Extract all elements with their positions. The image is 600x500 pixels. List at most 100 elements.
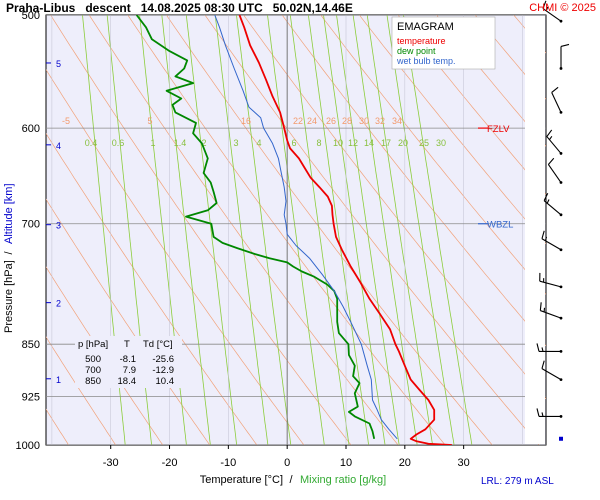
wind-barb-feather bbox=[543, 193, 549, 201]
wind-barb bbox=[542, 0, 563, 23]
wind-barb-station bbox=[559, 110, 563, 114]
x-tick-label: 20 bbox=[399, 457, 411, 469]
wind-barb bbox=[539, 272, 563, 289]
mixing-ratio-label: 1.4 bbox=[174, 138, 187, 148]
dry-adiabat-line bbox=[46, 336, 117, 445]
series-line-temperature bbox=[238, 15, 452, 445]
table-cell-t-850: 18.4 bbox=[118, 376, 137, 387]
chart-title: Praha-Libus descent 14.08.2025 08:30 UTC… bbox=[6, 1, 353, 15]
value-table: p [hPa] T Td [°C] 500 -8.1 -25.6 700 7.9… bbox=[75, 336, 182, 388]
wind-barb-half-feather bbox=[548, 135, 553, 140]
legend-box bbox=[391, 16, 496, 70]
y-tick-label: 600 bbox=[22, 123, 40, 135]
dry-adiabat-label: 24 bbox=[307, 116, 317, 126]
y-tick-label: 1000 bbox=[16, 440, 40, 452]
background-lines bbox=[46, 0, 600, 454]
wind-barb bbox=[559, 436, 563, 441]
wind-barb-station bbox=[559, 415, 563, 418]
wind-barb-station bbox=[559, 213, 563, 217]
y-tick-label: 850 bbox=[22, 339, 40, 351]
wind-barb-staff bbox=[541, 368, 562, 381]
wind-barb-feather bbox=[547, 157, 555, 165]
mixing-ratio-line bbox=[236, 15, 292, 445]
dry-adiabat-line bbox=[320, 15, 546, 295]
wind-panel-background bbox=[525, 16, 545, 444]
mixing-ratio-label: 20 bbox=[398, 138, 408, 148]
wind-barb bbox=[551, 86, 563, 114]
level-marker-label-wbzl: WBZL bbox=[487, 220, 513, 231]
dry-adiabat-label: 26 bbox=[326, 116, 336, 126]
wind-barb-half-feather bbox=[546, 199, 550, 204]
table-cell-td-700: -12.9 bbox=[152, 365, 174, 376]
wind-barb-half-feather bbox=[544, 236, 548, 241]
x-tick-label: -10 bbox=[220, 457, 236, 469]
wind-barb bbox=[536, 408, 563, 418]
wind-barb bbox=[541, 360, 563, 382]
x-axis-label-mixing-ratio: Mixing ratio [g/kg] bbox=[300, 474, 386, 486]
wind-barb bbox=[543, 193, 563, 217]
wind-barb-station bbox=[559, 67, 563, 70]
copyright: CHMI © 2025 bbox=[529, 2, 596, 14]
wind-barb bbox=[546, 129, 563, 155]
dry-adiabat-line bbox=[50, 15, 352, 445]
dry-adiabat-line bbox=[569, 0, 600, 454]
wind-barb-feather bbox=[536, 408, 540, 417]
mixing-ratio-line bbox=[106, 15, 153, 445]
table-cell-td-850: 10.4 bbox=[156, 376, 175, 387]
mixing-ratio-label: 2 bbox=[201, 138, 206, 148]
dry-adiabat-label: 28 bbox=[342, 116, 352, 126]
mixing-ratio-label: 8 bbox=[316, 138, 321, 148]
level-marker-label-fzlv: FZLV bbox=[487, 124, 510, 135]
legend-item-temperature: temperature bbox=[397, 36, 446, 46]
wind-barb-feather bbox=[541, 230, 545, 239]
mixing-ratio-line bbox=[289, 15, 350, 445]
y-tick-label: 500 bbox=[22, 10, 40, 22]
legend-item-wet-bulb: wet bulb temp. bbox=[396, 56, 456, 66]
table-cell-t-500: -8.1 bbox=[120, 354, 136, 365]
mixing-ratio-line bbox=[161, 15, 211, 445]
wind-barb-station bbox=[559, 248, 563, 252]
wind-barbs bbox=[536, 0, 570, 441]
table-header-t: T bbox=[124, 339, 130, 350]
altitude-tick-label: 5 bbox=[56, 59, 61, 69]
wind-barb-station bbox=[559, 285, 563, 289]
dry-adiabat-label: -5 bbox=[62, 116, 70, 126]
altitude-tick-label: 3 bbox=[56, 221, 61, 231]
table-cell-p-500: 500 bbox=[85, 354, 101, 365]
wind-barb-half-feather bbox=[545, 6, 549, 12]
dry-adiabat-line bbox=[358, 15, 546, 245]
wind-barb bbox=[547, 157, 563, 184]
wind-barb bbox=[559, 43, 570, 70]
y-axis-label-altitude: Altitude [km] bbox=[3, 183, 15, 244]
series-line-wet-bulb-temp bbox=[214, 15, 398, 440]
dry-adiabat-line bbox=[397, 15, 546, 195]
series-line-dew-point bbox=[135, 15, 376, 439]
background-line-labels: -5 5 16 22 24 26 28 30 32 340.4 0.6 1 1.4 2 3 4 6 8 10 12 14… bbox=[62, 116, 446, 148]
table-cell-td-500: -25.6 bbox=[152, 354, 174, 365]
mixing-ratio-label: 25 bbox=[419, 138, 429, 148]
mixing-ratio-label: 4 bbox=[256, 138, 261, 148]
dry-adiabat-line bbox=[204, 15, 540, 445]
x-axis-label-separator: / bbox=[289, 474, 293, 486]
wind-barb-half-feather bbox=[541, 347, 544, 352]
level-markers: FZLV WBZL bbox=[478, 124, 513, 231]
dry-adiabat-line bbox=[46, 198, 211, 445]
wind-barb-staff bbox=[551, 92, 562, 113]
wind-barb-feather bbox=[542, 0, 547, 9]
legend-item-dew-point: dew point bbox=[397, 46, 436, 56]
wind-barb-feather bbox=[536, 343, 540, 352]
value-table-box bbox=[75, 336, 182, 388]
wind-barb bbox=[536, 343, 563, 353]
wind-barb-station bbox=[559, 181, 563, 184]
wind-barb-feather bbox=[541, 360, 545, 369]
x-tick-label: -30 bbox=[103, 457, 119, 469]
mixing-ratio-label: 10 bbox=[333, 138, 343, 148]
lrl-label: LRL: 279 m ASL bbox=[481, 476, 554, 487]
wind-barb-station bbox=[559, 19, 563, 23]
dry-adiabat-line bbox=[46, 266, 164, 445]
y-tick-label: 700 bbox=[22, 219, 40, 231]
dry-adiabat-line bbox=[46, 69, 305, 445]
legend-title: EMAGRAM bbox=[397, 21, 454, 33]
